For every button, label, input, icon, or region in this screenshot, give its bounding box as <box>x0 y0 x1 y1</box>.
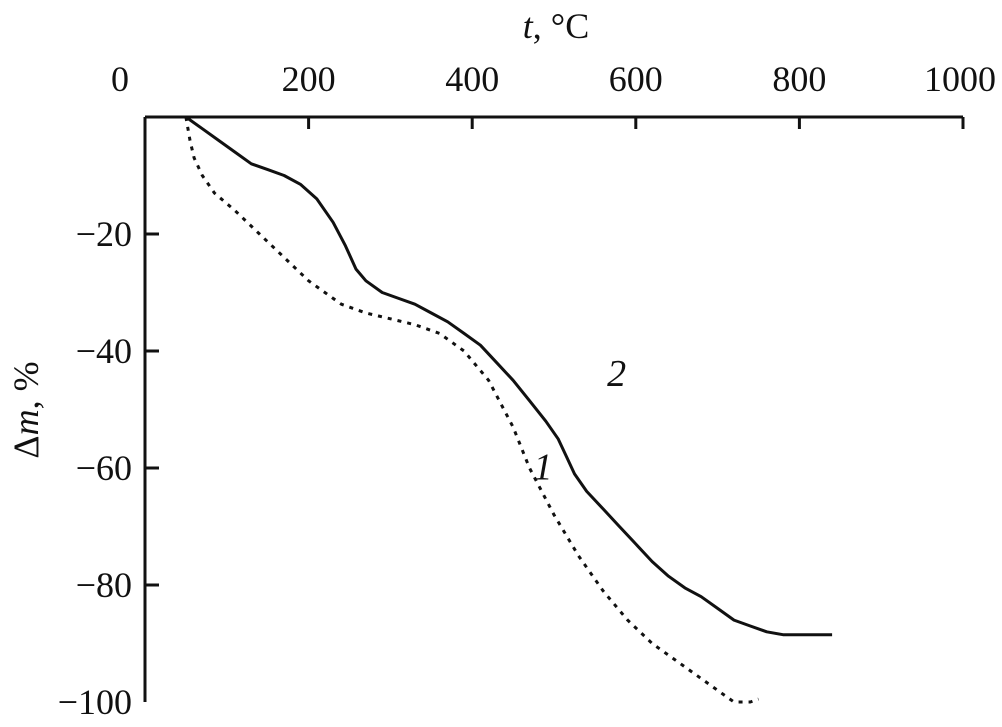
series-line-2 <box>185 115 833 637</box>
y-tick-label: −60 <box>76 448 132 488</box>
y-axis-ticks: −20 −40 −60 −80 −100 <box>58 214 159 722</box>
x-axis-title: t, °C <box>523 6 589 46</box>
y-tick-label: −80 <box>76 565 132 605</box>
x-tick-label: 600 <box>609 59 663 99</box>
y-tick-label: −100 <box>58 682 132 722</box>
series-label-2: 2 <box>607 353 626 395</box>
y-axis-title: Δm, % <box>6 361 46 458</box>
y-tick-label: −40 <box>76 331 132 371</box>
series-line-1 <box>184 116 760 704</box>
y-tick-label: −20 <box>76 214 132 254</box>
x-tick-label: 400 <box>445 59 499 99</box>
series-layer: 12 <box>184 115 833 704</box>
x-tick-label: 0 <box>111 59 129 99</box>
x-axis-ticks: 0 200 400 600 800 1000 <box>111 59 996 129</box>
x-tick-label: 800 <box>772 59 826 99</box>
x-tick-label: 1000 <box>924 59 996 99</box>
x-tick-label: 200 <box>282 59 336 99</box>
series-label-1: 1 <box>534 447 553 489</box>
